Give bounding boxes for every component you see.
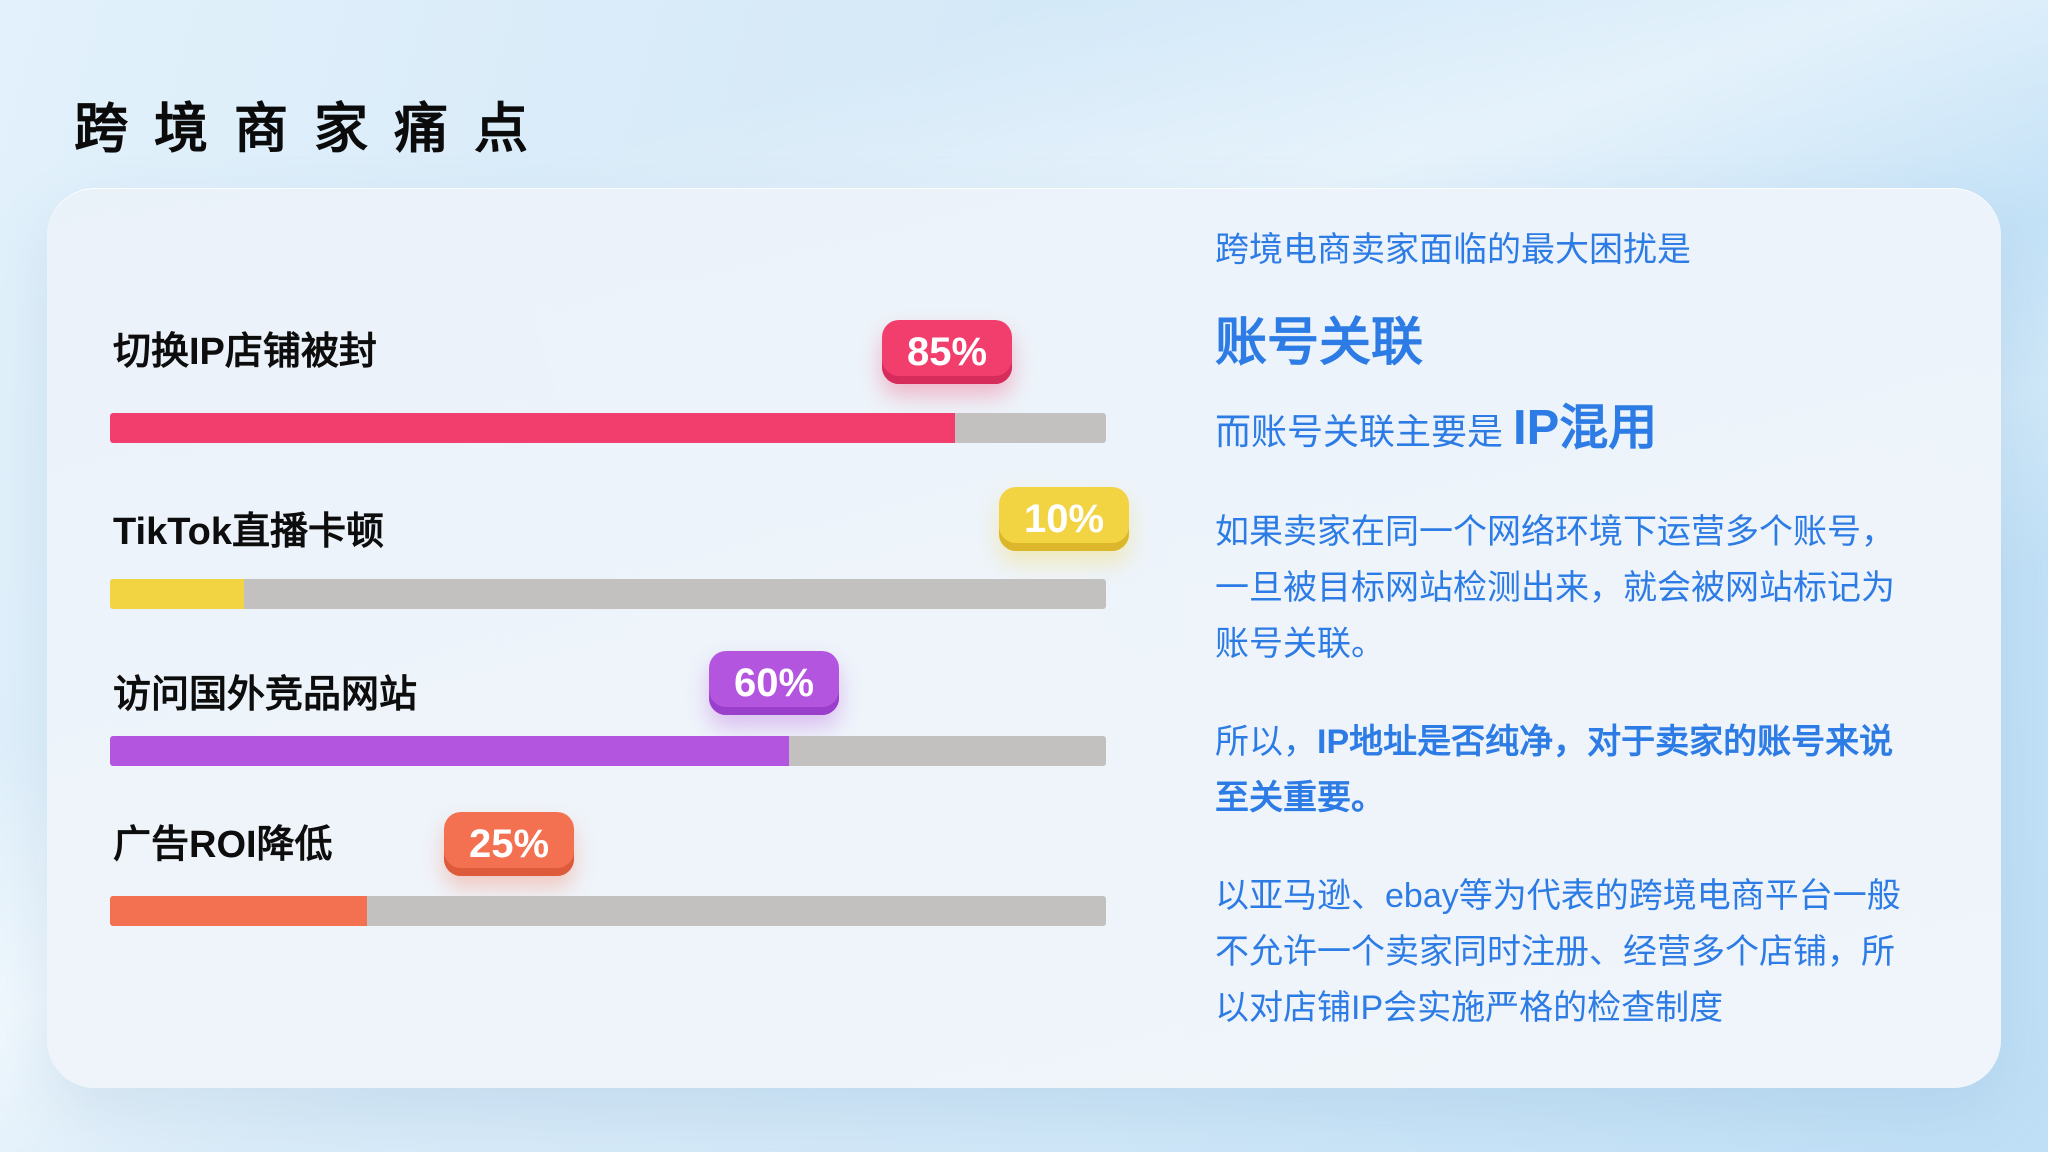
intro-line: 跨境电商卖家面临的最大困扰是: [1215, 231, 1691, 269]
bar-fill: [110, 896, 367, 926]
bar-track: [110, 413, 1106, 443]
bar-label: 切换IP店铺被封: [113, 331, 377, 373]
content-card: 切换IP店铺被封 85% TikTok直播卡顿 10% 访问国外竞品网站 60%: [47, 188, 2001, 1088]
value-badge: 10%: [999, 487, 1130, 551]
bar-label: TikTok直播卡顿: [113, 511, 384, 553]
bar-track: [110, 896, 1106, 926]
paragraph-3: 以亚马逊、ebay等为代表的跨境电商平台一般不允许一个卖家同时注册、经营多个店铺…: [1215, 877, 1901, 1027]
bar-track: [110, 736, 1106, 766]
bar-label: 广告ROI降低: [113, 824, 333, 866]
headline: 账号关联: [1215, 314, 1424, 372]
bar-label: 访问国外竞品网站: [113, 674, 418, 716]
paragraph-2: 所以，IP地址是否纯净，对于卖家的账号来说至关重要。: [1215, 714, 1905, 826]
bar-fill: [110, 413, 955, 443]
paragraph-2-bold: IP地址是否纯净，对于卖家的账号来说至关重要。: [1215, 723, 1894, 817]
subline: 而账号关联主要是 IP混用: [1215, 398, 1905, 462]
bar-fill: [110, 736, 790, 766]
paragraph-1: 如果卖家在同一个网络环境下运营多个账号，一旦被目标网站检测出来，就会被网站标记为…: [1215, 513, 1895, 663]
paragraph-2-prefix: 所以，: [1215, 723, 1317, 761]
subline-highlight: IP混用: [1513, 401, 1658, 455]
page-title: 跨境商家痛点: [74, 99, 554, 159]
pain-points-chart: 切换IP店铺被封 85% TikTok直播卡顿 10% 访问国外竞品网站 60%: [47, 188, 1207, 1088]
value-badge: 85%: [882, 320, 1013, 384]
value-badge: 60%: [709, 651, 840, 715]
subline-prefix: 而账号关联主要是: [1215, 411, 1504, 452]
bar-track: [110, 579, 1106, 609]
explanation-panel: 跨境电商卖家面临的最大困扰是 账号关联 而账号关联主要是 IP混用 如果卖家在同一…: [1215, 228, 1905, 1036]
value-badge: 25%: [444, 812, 575, 876]
bar-fill: [110, 579, 245, 609]
